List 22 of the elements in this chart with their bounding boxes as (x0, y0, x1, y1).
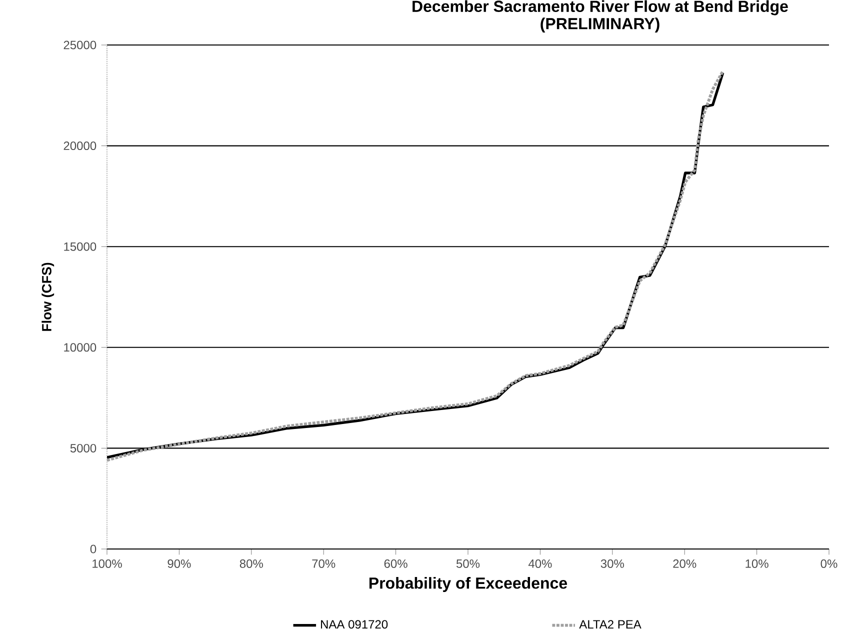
x-tick-label: 80% (240, 559, 263, 568)
x-tick-label: 30% (600, 559, 624, 568)
chart-title: December Sacramento River Flow at Bend Bridge (PRELIMINARY) (412, 0, 788, 33)
x-tick-label: 20% (673, 559, 696, 568)
y-tick-label: 25000 (64, 40, 96, 50)
x-tick-label: 90% (168, 559, 191, 568)
x-tick-label: 100% (92, 559, 122, 568)
y-tick-label: 15000 (64, 242, 96, 251)
y-tick-label: 0 (90, 544, 96, 554)
x-tick-label: 50% (456, 559, 480, 568)
x-axis-title: Probability of Exceedence (369, 577, 568, 592)
legend-label: NAA 091720 (321, 620, 388, 629)
x-tick-label: 70% (312, 559, 336, 568)
y-axis-title: Flow (CFS) (42, 262, 54, 331)
x-tick-label: 60% (384, 559, 408, 568)
x-tick-label: 40% (528, 559, 552, 568)
x-tick-label: 0% (820, 559, 838, 568)
legend-label: ALTA2 PEA (579, 620, 642, 629)
y-tick-label: 10000 (64, 343, 96, 352)
x-tick-label: 10% (746, 559, 768, 568)
y-tick-label: 20000 (64, 142, 96, 150)
y-tick-label: 5000 (70, 444, 96, 452)
